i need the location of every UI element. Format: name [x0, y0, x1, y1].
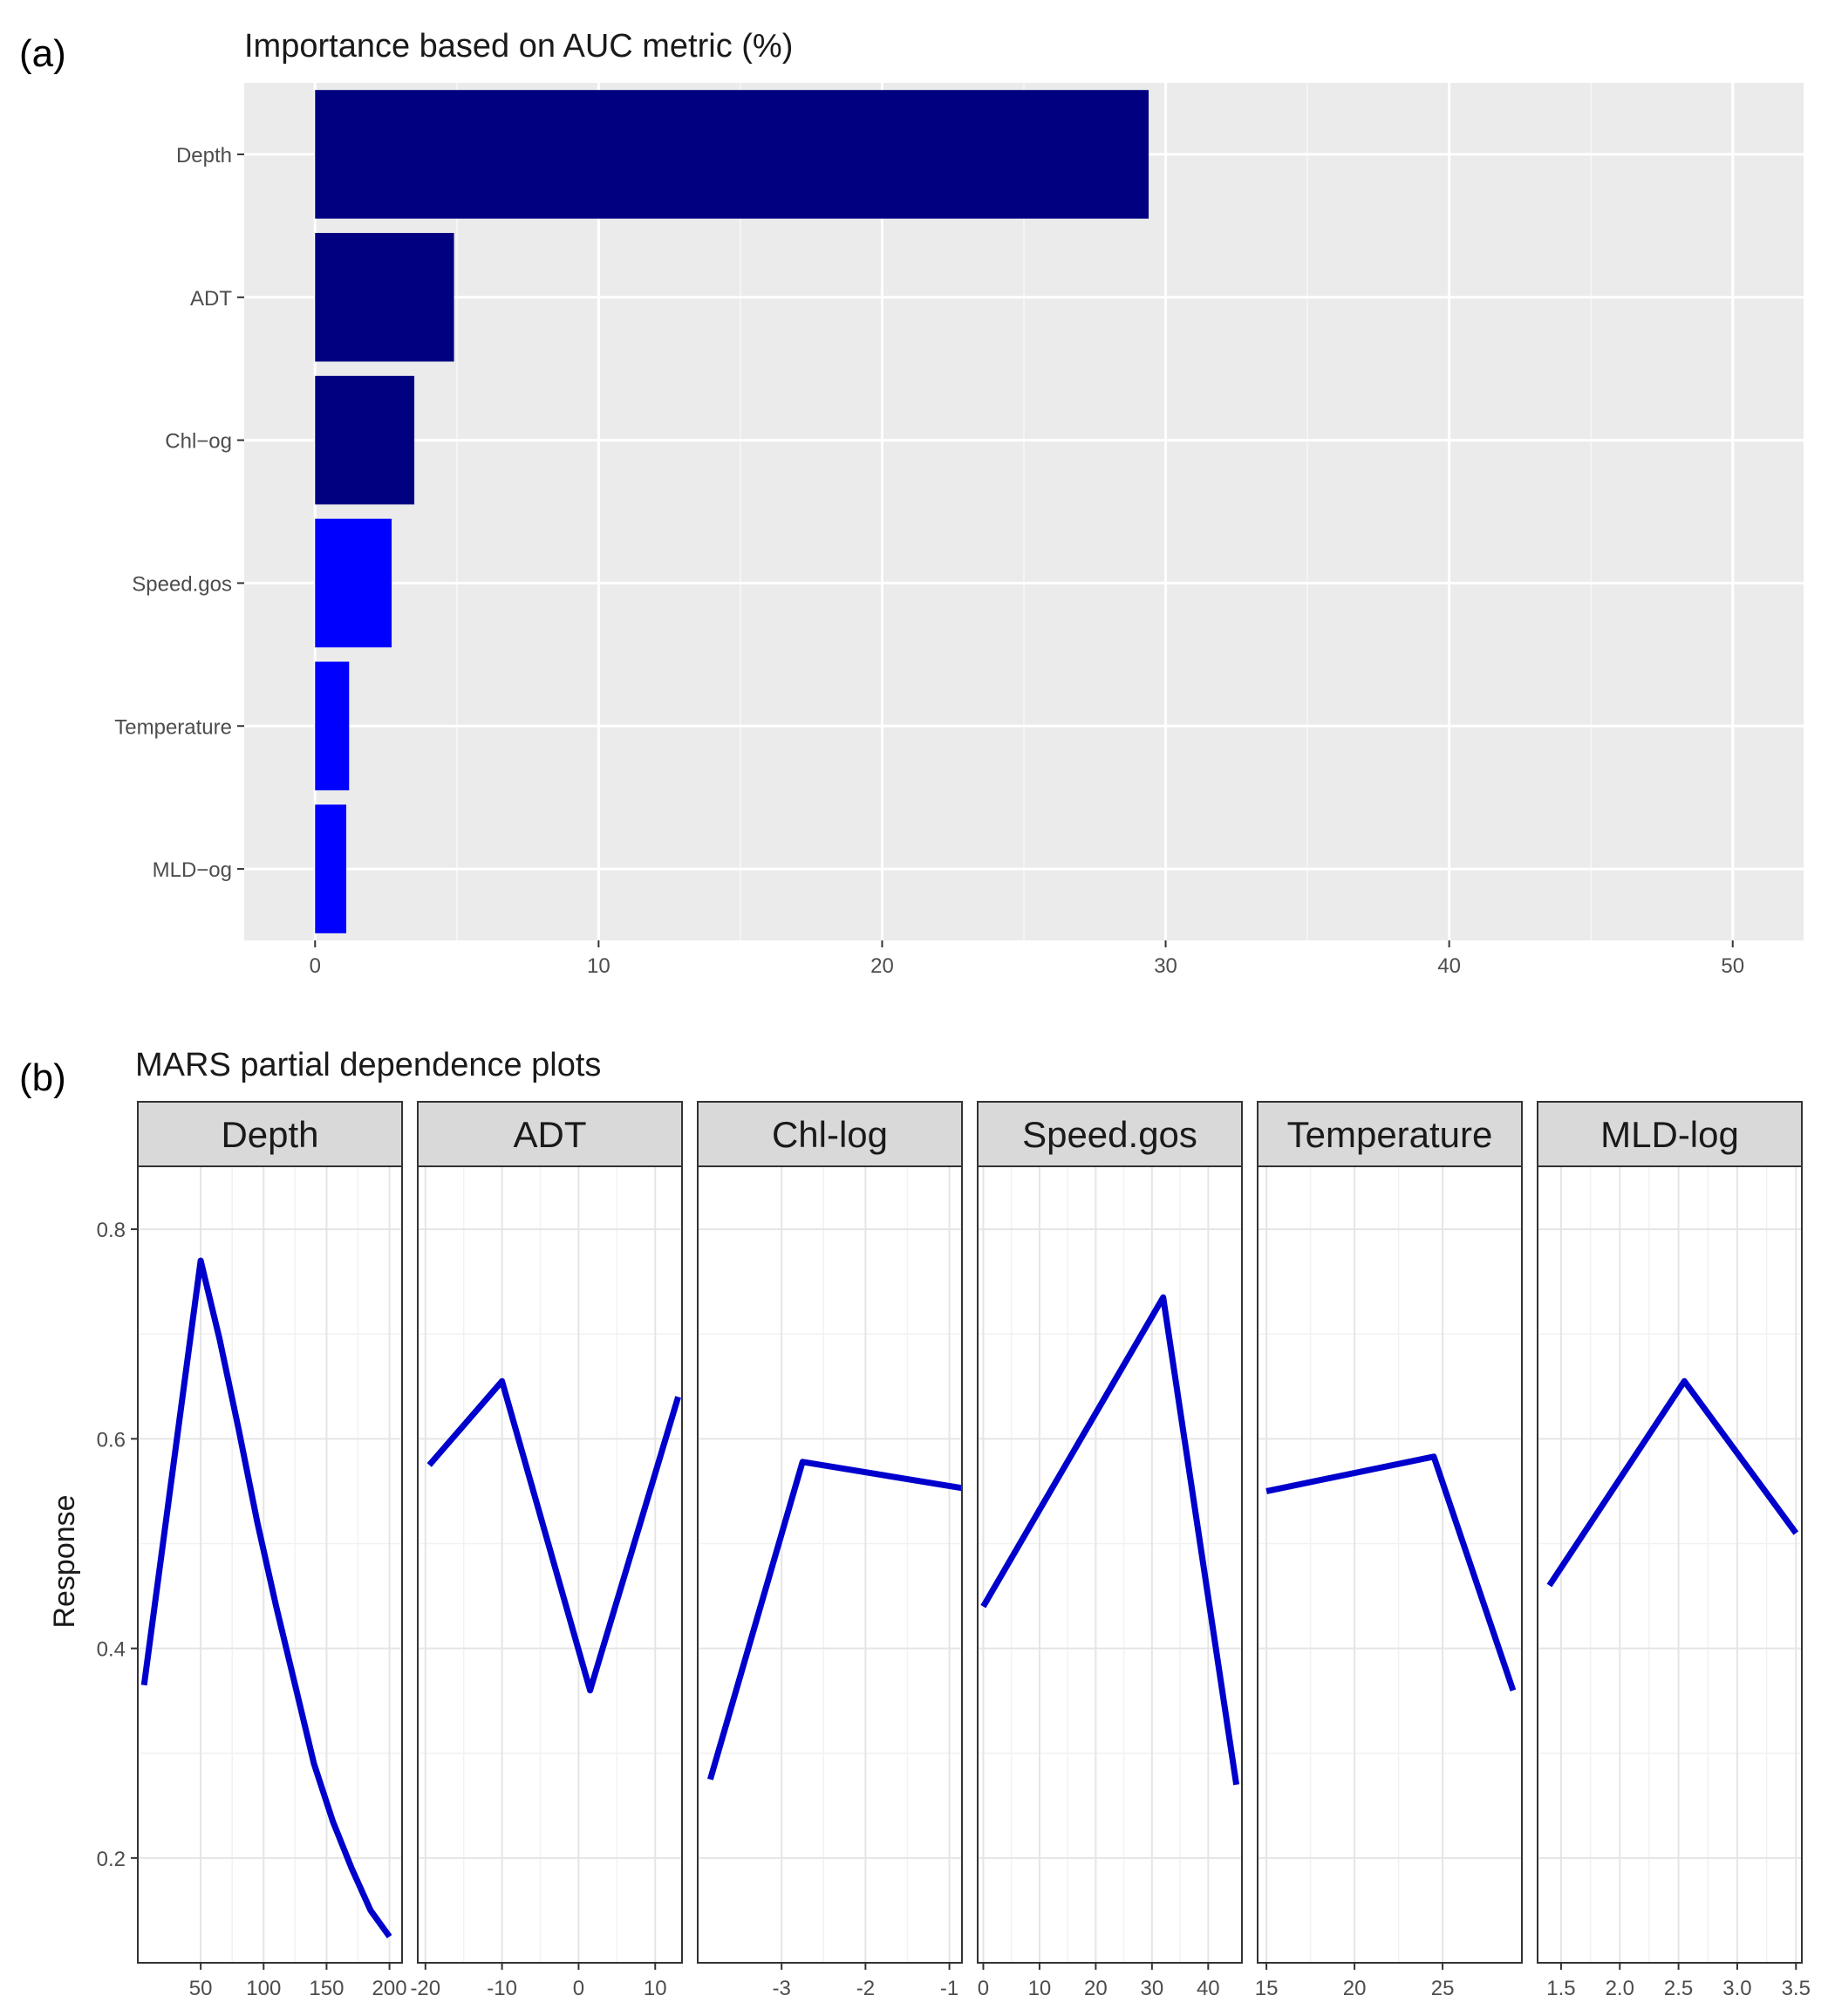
category-label: Depth — [176, 144, 232, 167]
facet-strip-label: ADT — [514, 1114, 587, 1155]
facet-mld-log: MLD-log 1.5 2.0 2.5 3.0 3.5 — [1537, 1101, 1811, 2000]
bar-depth — [315, 90, 1149, 219]
facet-strip — [1537, 1101, 1803, 1167]
x-tick-label: 20 — [1084, 1977, 1108, 2000]
facet-strip — [697, 1101, 963, 1167]
facet-strip-label: Depth — [221, 1114, 318, 1155]
importance-bar-chart: Depth ADT Chl−og Speed.gos Temperature MLD−og… — [114, 83, 1804, 978]
x-tick-label: 40 — [1197, 1977, 1220, 2000]
facet-background — [978, 1166, 1242, 1963]
facet-strip-label: Speed.gos — [1022, 1114, 1197, 1155]
facet-background — [1538, 1166, 1802, 1963]
facet-adt: ADT -20 -10 0 10 — [410, 1101, 683, 2000]
facet-background — [418, 1166, 682, 1963]
panel-b-label: (b) — [19, 1056, 66, 1099]
x-tick-label: -1 — [940, 1977, 958, 2000]
facet-strip — [1257, 1101, 1523, 1167]
series-line — [980, 1294, 1240, 1786]
x-tick-label: 200 — [372, 1977, 407, 2000]
x-tick-label: -10 — [487, 1977, 517, 2000]
facet-strip — [417, 1101, 683, 1167]
facet-strip-label: MLD-log — [1600, 1114, 1739, 1155]
x-tick-label: 3.5 — [1782, 1977, 1811, 2000]
facet-strip-label: Temperature — [1287, 1114, 1493, 1155]
x-tick-label: 20 — [870, 954, 894, 978]
facet-speed-gos: Speed.gos 0 10 20 30 40 — [977, 1101, 1243, 2000]
x-tick-label: 50 — [1721, 954, 1744, 978]
facet-background — [698, 1166, 962, 1963]
importance-chart-title: Importance based on AUC metric (%) — [244, 28, 793, 65]
x-tick-label: 100 — [246, 1977, 281, 2000]
x-tick-label: -20 — [410, 1977, 440, 2000]
x-tick-label: 30 — [1140, 1977, 1163, 2000]
y-axis-title: Response — [48, 1494, 81, 1628]
x-tick-label: 0 — [978, 1977, 989, 2000]
series-line — [1265, 1453, 1517, 1691]
series-line — [426, 1377, 681, 1694]
facet-chl-log: Chl-log -3 -2 -1 — [697, 1101, 963, 2000]
x-tick-label: 15 — [1255, 1977, 1279, 2000]
facet-strip-label: Chl-log — [772, 1114, 888, 1155]
bar-mld-og — [315, 804, 347, 933]
y-tick-label: 0.8 — [97, 1219, 126, 1242]
x-tick-label: 10 — [587, 954, 610, 978]
x-tick-label: 150 — [309, 1977, 344, 2000]
x-tick-label: 2.5 — [1664, 1977, 1693, 2000]
category-label: Chl−og — [165, 430, 232, 454]
series-line — [707, 1459, 963, 1780]
x-tick-label: 20 — [1343, 1977, 1367, 2000]
x-tick-label: 50 — [189, 1977, 213, 2000]
x-tick-label: 30 — [1154, 954, 1177, 978]
facet-background — [138, 1166, 402, 1963]
x-tick-label: 10 — [644, 1977, 667, 2000]
x-tick-label: 25 — [1431, 1977, 1455, 2000]
category-label: Speed.gos — [132, 572, 232, 596]
series-line — [1546, 1377, 1799, 1588]
bar-speed-gos — [315, 518, 392, 648]
facet-depth: Depth 50 100 150 200 — [137, 1101, 407, 2000]
y-tick-label: 0.6 — [97, 1428, 126, 1452]
category-label: ADT — [190, 287, 232, 311]
x-tick-label: -2 — [856, 1977, 875, 2000]
category-label: MLD−og — [153, 858, 232, 882]
facet-strip — [977, 1101, 1243, 1167]
series-line — [140, 1257, 392, 1939]
category-label: Temperature — [114, 715, 232, 739]
x-tick-label: 2.0 — [1606, 1977, 1634, 2000]
bar-adt — [315, 233, 454, 362]
x-tick-label: 3.0 — [1722, 1977, 1751, 2000]
partial-dependence-title: MARS partial dependence plots — [135, 1047, 601, 1083]
facet-strip — [137, 1101, 403, 1167]
x-tick-label: 40 — [1437, 954, 1461, 978]
panel-a-label: (a) — [19, 32, 66, 75]
x-tick-label: 0 — [310, 954, 321, 978]
bar-chl-og — [315, 375, 415, 505]
facet-background — [1258, 1166, 1522, 1963]
x-tick-label: 1.5 — [1546, 1977, 1575, 2000]
y-tick-label: 0.4 — [97, 1638, 126, 1662]
x-tick-label: 0 — [573, 1977, 584, 2000]
facet-temperature: Temperature 15 20 25 — [1255, 1101, 1523, 2000]
bar-temperature — [315, 661, 350, 790]
x-tick-label: 10 — [1028, 1977, 1052, 2000]
x-tick-label: -3 — [773, 1977, 791, 2000]
y-tick-label: 0.2 — [97, 1848, 126, 1871]
